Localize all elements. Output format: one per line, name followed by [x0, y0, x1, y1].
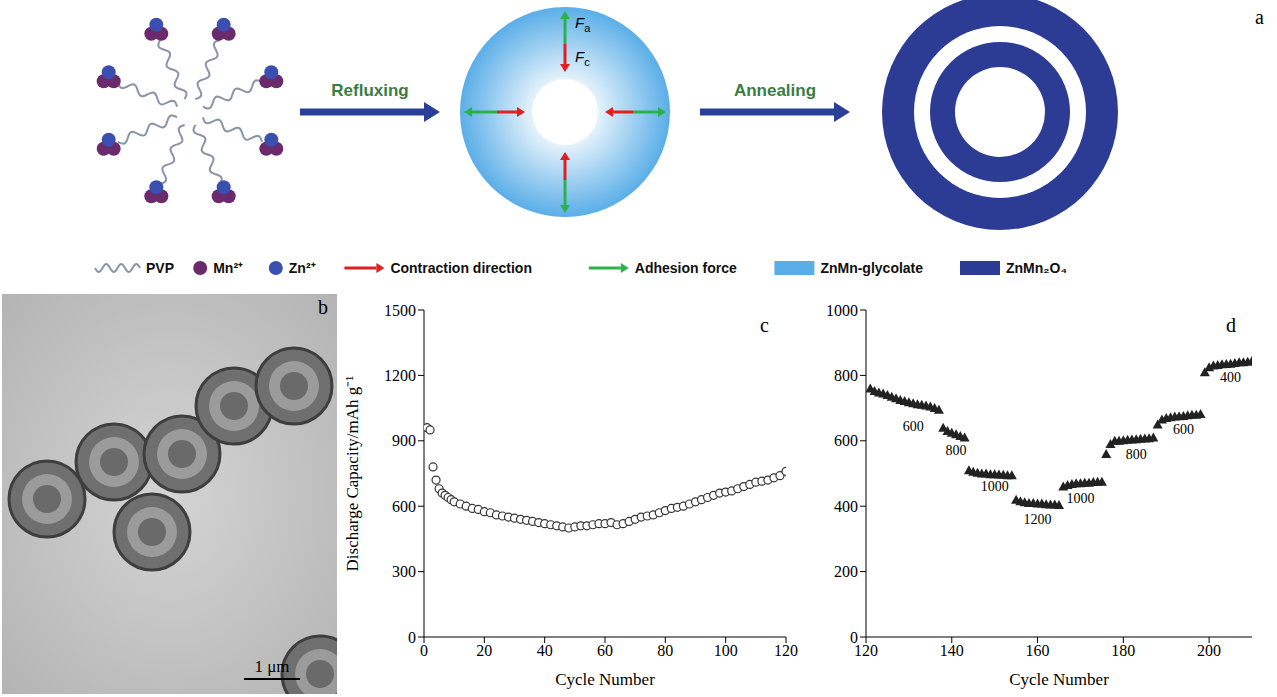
html-text:d: d: [1226, 314, 1236, 336]
svg-text:Discharge Capacity/mAh g⁻¹: Discharge Capacity/mAh g⁻¹: [343, 376, 362, 572]
svg-text:0: 0: [420, 642, 428, 659]
svg-text:1 μm: 1 μm: [254, 657, 289, 676]
svg-text:140: 140: [940, 642, 964, 659]
svg-text:600: 600: [834, 432, 858, 449]
svg-text:120: 120: [774, 642, 798, 659]
svg-text:Mn²⁺: Mn²⁺: [213, 260, 243, 276]
svg-text:0: 0: [408, 629, 416, 646]
svg-text:Refluxing: Refluxing: [331, 81, 408, 100]
svg-text:b: b: [318, 296, 328, 318]
svg-text:1500: 1500: [384, 302, 416, 319]
svg-text:PVP: PVP: [146, 260, 174, 276]
svg-text:Cycle Number: Cycle Number: [1009, 670, 1109, 689]
svg-text:800: 800: [1126, 447, 1147, 462]
svg-text:160: 160: [1026, 642, 1050, 659]
svg-text:Zn²⁺: Zn²⁺: [289, 260, 316, 276]
svg-text:1200: 1200: [384, 367, 416, 384]
svg-text:80: 80: [657, 642, 673, 659]
svg-text:200: 200: [1197, 642, 1221, 659]
svg-text:1000: 1000: [1066, 491, 1094, 506]
svg-text:Fc: Fc: [575, 48, 590, 68]
html-text:c: c: [760, 314, 769, 336]
svg-text:600: 600: [392, 498, 416, 515]
svg-text:0: 0: [850, 629, 858, 646]
svg-text:a: a: [1255, 6, 1264, 28]
svg-text:400: 400: [1220, 370, 1241, 385]
svg-text:1200: 1200: [1024, 512, 1052, 527]
svg-text:Annealing: Annealing: [734, 81, 816, 100]
svg-text:600: 600: [1173, 422, 1194, 437]
svg-text:1000: 1000: [826, 302, 858, 319]
svg-text:100: 100: [714, 642, 738, 659]
svg-text:Adhesion force: Adhesion force: [635, 260, 737, 276]
svg-text:ZnMn₂O₄: ZnMn₂O₄: [1006, 260, 1067, 276]
svg-text:20: 20: [476, 642, 492, 659]
svg-text:800: 800: [834, 367, 858, 384]
svg-text:120: 120: [854, 642, 878, 660]
svg-text:Cycle Number: Cycle Number: [555, 670, 655, 689]
svg-text:ZnMn-glycolate: ZnMn-glycolate: [820, 260, 923, 276]
svg-text:900: 900: [392, 432, 416, 449]
svg-text:40: 40: [537, 642, 553, 659]
svg-text:800: 800: [946, 443, 967, 458]
svg-text:60: 60: [597, 642, 613, 659]
svg-text:600: 600: [903, 419, 924, 434]
svg-text:180: 180: [1111, 642, 1135, 659]
svg-text:200: 200: [834, 563, 858, 580]
svg-text:1000: 1000: [981, 479, 1009, 494]
svg-text:Fa: Fa: [575, 14, 591, 34]
svg-text:400: 400: [834, 498, 858, 515]
svg-text:300: 300: [392, 563, 416, 580]
svg-text:Contraction direction: Contraction direction: [390, 260, 532, 276]
